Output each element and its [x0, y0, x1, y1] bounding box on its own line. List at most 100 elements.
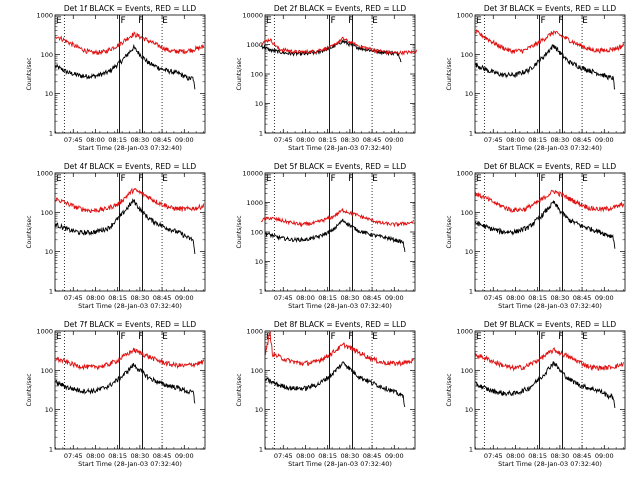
marker-label: F — [330, 174, 335, 184]
y-tick-label: 10000 — [242, 12, 263, 20]
x-tick-label: 08:30 — [131, 452, 150, 460]
x-tick-label: 08:30 — [131, 136, 150, 144]
x-tick-label: 08:15 — [108, 136, 127, 144]
x-tick-label: 08:15 — [318, 452, 337, 460]
x-tick-label: 08:15 — [318, 294, 337, 302]
y-axis-label: Counts/sec — [446, 215, 453, 248]
series-lld-line — [260, 36, 417, 56]
plot-frame — [474, 14, 626, 134]
y-tick-label: 1 — [49, 446, 53, 454]
series-lld-line — [475, 189, 625, 214]
x-tick-label: 09:00 — [595, 294, 614, 302]
panel-det-3: Det 3f BLACK = Events, RED = LLD 1 10 100 10… — [446, 4, 626, 152]
panel-title: Det 7f BLACK = Events, RED = LLD — [64, 320, 197, 329]
x-tick-label: 08:00 — [506, 136, 525, 144]
y-tick-label: 10 — [465, 248, 473, 256]
y-tick-label: 1 — [469, 288, 473, 296]
x-tick-label: 08:45 — [573, 294, 592, 302]
series-events-line — [475, 44, 616, 90]
panel-title: Det 1f BLACK = Events, RED = LLD — [64, 4, 197, 13]
marker-label: F — [120, 332, 125, 342]
x-tick-label: 07:45 — [274, 294, 293, 302]
plot-frame — [54, 172, 206, 292]
marker-label: F — [558, 16, 563, 26]
x-tick-label: 07:45 — [484, 452, 503, 460]
marker-label: F — [120, 16, 125, 26]
y-tick-label: 1 — [259, 288, 263, 296]
x-tick-label: 07:45 — [484, 294, 503, 302]
x-tick-label: 07:45 — [274, 136, 293, 144]
panel-title: Det 9f BLACK = Events, RED = LLD — [484, 320, 617, 329]
y-tick-label: 1000 — [246, 41, 263, 49]
x-axis-label: Start Time (28-Jan-03 07:32:40) — [288, 302, 392, 310]
x-tick-label: 08:45 — [573, 136, 592, 144]
x-tick-label: 07:45 — [64, 452, 83, 460]
marker-label: F — [540, 174, 545, 184]
marker-label: F — [348, 16, 353, 26]
y-tick-label: 10 — [45, 248, 53, 256]
y-axis-label: Counts/sec — [26, 373, 33, 406]
y-tick-label: 10 — [255, 258, 263, 266]
y-tick-label: 100 — [251, 71, 263, 79]
x-tick-label: 08:45 — [363, 452, 382, 460]
plot-frame — [474, 172, 626, 292]
marker-label: E — [476, 174, 482, 184]
x-tick-label: 09:00 — [385, 136, 404, 144]
y-tick-label: 100 — [461, 367, 473, 375]
y-tick-label: 100 — [461, 209, 473, 217]
y-tick-label: 1000 — [36, 170, 53, 178]
x-tick-label: 08:45 — [573, 452, 592, 460]
x-tick-label: 08:45 — [153, 136, 172, 144]
panel-det-5: Det 5f BLACK = Events, RED = LLD 1 10 100 10… — [236, 162, 416, 310]
panel-det-9: Det 9f BLACK = Events, RED = LLD 1 10 100 10… — [446, 320, 626, 468]
marker-label: F — [330, 332, 335, 342]
marker-label: E — [56, 332, 62, 342]
x-axis-label: Start Time (28-Jan-03 07:32:40) — [498, 302, 602, 310]
y-axis-label: Counts/sec — [26, 57, 33, 90]
y-tick-label: 10 — [45, 406, 53, 414]
x-tick-label: 08:00 — [296, 294, 315, 302]
y-axis-label: Counts/sec — [26, 215, 33, 248]
x-tick-label: 08:00 — [296, 136, 315, 144]
y-tick-label: 1 — [469, 130, 473, 138]
x-axis-label: Start Time (28-Jan-03 07:32:40) — [78, 302, 182, 310]
x-tick-label: 08:30 — [551, 136, 570, 144]
series-events-line — [475, 199, 616, 249]
panel-det-7: Det 7f BLACK = Events, RED = LLD 1 10 100 10… — [26, 320, 206, 468]
marker-label: E — [56, 16, 62, 26]
x-tick-label: 08:15 — [528, 136, 547, 144]
x-tick-label: 09:00 — [385, 452, 404, 460]
series-lld-line — [55, 31, 205, 55]
series-lld-line — [475, 29, 625, 55]
marker-label: E — [266, 16, 272, 26]
y-tick-label: 1000 — [246, 199, 263, 207]
series-events-line — [265, 218, 406, 252]
y-axis-label: Counts/sec — [236, 215, 243, 248]
y-tick-label: 10 — [255, 100, 263, 108]
x-axis-label: Start Time (28-Jan-03 07:32:40) — [78, 460, 182, 468]
plot-frame — [54, 330, 206, 450]
x-tick-label: 09:00 — [175, 294, 194, 302]
x-tick-label: 08:30 — [341, 294, 360, 302]
plot-frame — [264, 172, 416, 292]
panel-det-2: Det 2f BLACK = Events, RED = LLD 1 10 100 10… — [236, 4, 417, 152]
marker-label: E — [582, 16, 588, 26]
y-tick-label: 100 — [461, 51, 473, 59]
y-tick-label: 100 — [41, 209, 53, 217]
x-tick-label: 07:45 — [484, 136, 503, 144]
plot-frame — [54, 14, 206, 134]
panel-title: Det 8f BLACK = Events, RED = LLD — [274, 320, 407, 329]
x-axis-label: Start Time (28-Jan-03 07:32:40) — [78, 144, 182, 152]
y-tick-label: 100 — [251, 367, 263, 375]
y-axis-label: Counts/sec — [446, 373, 453, 406]
marker-label: E — [372, 332, 378, 342]
y-axis-label: Counts/sec — [236, 57, 243, 90]
panel-title: Det 4f BLACK = Events, RED = LLD — [64, 162, 197, 171]
y-tick-label: 10 — [465, 406, 473, 414]
marker-label: E — [582, 332, 588, 342]
y-tick-label: 10 — [255, 406, 263, 414]
series-lld-line — [260, 207, 415, 228]
marker-label: E — [162, 332, 168, 342]
plot-frame — [264, 14, 416, 134]
